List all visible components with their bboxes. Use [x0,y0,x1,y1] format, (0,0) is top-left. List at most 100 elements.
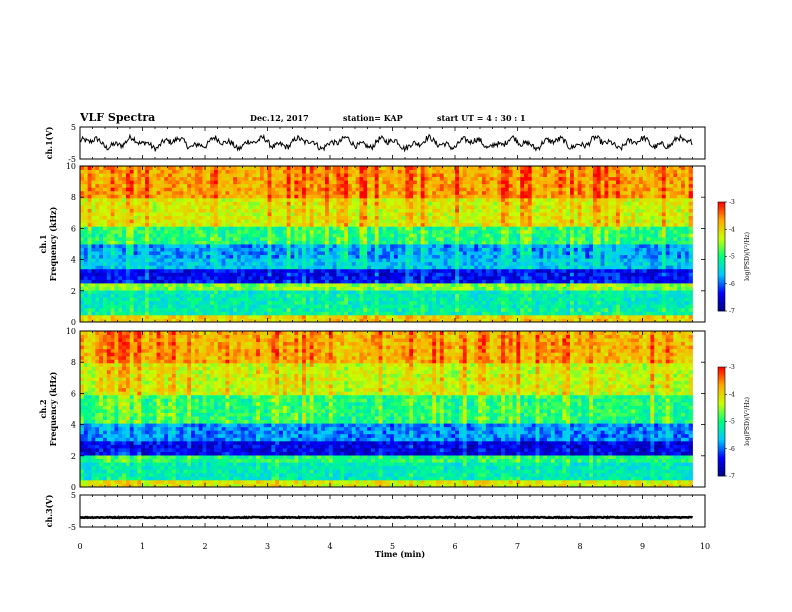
spectrogram-cell [458,279,464,284]
spectrogram-cell [455,286,460,291]
spectrogram-cell [646,229,651,234]
spectrogram-cell [600,279,605,284]
spectrogram-cell [631,236,636,241]
spectrogram-cell [627,265,632,270]
spectrogram-cell [309,240,314,245]
spectrogram-cell [191,226,196,231]
spectrogram-cell [535,244,540,248]
spectrogram-cell [83,272,89,277]
spectrogram-cell [592,272,598,277]
spectrogram-cell [256,304,261,309]
spectrogram-cell [550,247,556,252]
spectrogram-cell [187,297,192,302]
spectrogram-cell [248,229,253,234]
spectrogram-cell [125,251,131,256]
spectrogram-cell [550,222,556,227]
spectrogram-cell [194,261,200,266]
spectrogram-cell [171,244,177,248]
spectrogram-cell [573,300,579,305]
spectrogram-cell [355,215,360,220]
spectrogram-cell [382,272,387,277]
spectrogram-cell [252,265,257,270]
spectrogram-cell [210,244,215,248]
spectrogram-cell [302,307,307,312]
spectrogram-cell [393,300,399,305]
spectrogram-cell [244,300,249,305]
spectrogram-cell [478,297,483,302]
spectrogram-cell [386,286,391,291]
spectrogram-cell [562,215,567,220]
spectrogram-cell [501,268,506,273]
spectrogram-cell [175,272,180,277]
spectrogram-cell [83,293,89,298]
spectrogram-cell [405,226,410,231]
spectrogram-cell [225,318,230,323]
spectrogram-cell [470,304,475,309]
spectrogram-cell [171,290,177,295]
spectrogram-cell [271,314,276,319]
spectrogram-cell [125,219,131,224]
spectrogram-cell [436,290,441,295]
spectrogram-cell [589,251,594,256]
spectrogram-cell [646,240,651,245]
spectrogram-cell [106,300,112,305]
spectrogram-cell [141,212,146,217]
spectrogram-cell [370,293,376,298]
spectrogram-cell [213,226,219,231]
spectrogram-cell [631,265,636,270]
spectrogram-cell [141,229,146,234]
spectrogram-cell [455,247,460,252]
spectrogram-cell [508,229,513,234]
spectrogram-cell [252,236,257,241]
spectrogram-cell [370,314,376,319]
spectrogram-cell [612,244,617,248]
spectrogram-cell [585,244,590,248]
spectrogram-cell [156,272,161,277]
spectrogram-cell [455,215,460,220]
spectrogram-cell [110,272,115,277]
spectrogram-cell [80,233,85,238]
spectrogram-cell [612,229,617,234]
spectrogram-cell [267,268,272,273]
spectrogram-cell [409,222,414,227]
spectrogram-cell [367,244,372,248]
spectrogram-cell [436,251,441,256]
spectrogram-cell [122,275,127,280]
spectrogram-cell [294,275,299,280]
spectrogram-cell [275,286,280,291]
spectrogram-cell [577,222,582,227]
spectrogram-cell [309,226,314,231]
spectrogram-cell [221,286,226,291]
spectrogram-cell [317,297,322,302]
spectrogram-cell [148,290,154,295]
spectrogram-cell [305,311,311,316]
spectrogram-cell [183,318,188,323]
spectrogram-cell [309,279,314,284]
spectrogram-cell [355,212,360,217]
spectrogram-cell [416,226,422,231]
spectrogram-cell [313,268,318,273]
spectrogram-cell [267,219,272,224]
spectrogram-cell [137,286,142,291]
spectrogram-cell [585,254,590,259]
spectrogram-cell [294,286,299,291]
spectrogram-cell [550,279,556,284]
spectrogram-cell [290,219,295,224]
spectrogram-cell [600,290,605,295]
spectrogram-cell [160,215,165,220]
spectrogram-cell [164,222,169,227]
spectrogram-cell [432,261,437,266]
spectrogram-cell [516,286,521,291]
spectrogram-cell [313,314,318,319]
spectrogram-cell [650,215,655,220]
spectrogram-cell [401,318,406,323]
spectrogram-cell [305,236,311,241]
spectrogram-cell [612,226,617,231]
spectrogram-cell [367,265,372,270]
spectrogram-cell [681,233,686,238]
spectrogram-cell [275,222,280,227]
spectrogram-cell [489,265,494,270]
spectrogram-cell [677,283,682,287]
spectrogram-cell [493,251,498,256]
spectrogram-cell [175,290,180,295]
